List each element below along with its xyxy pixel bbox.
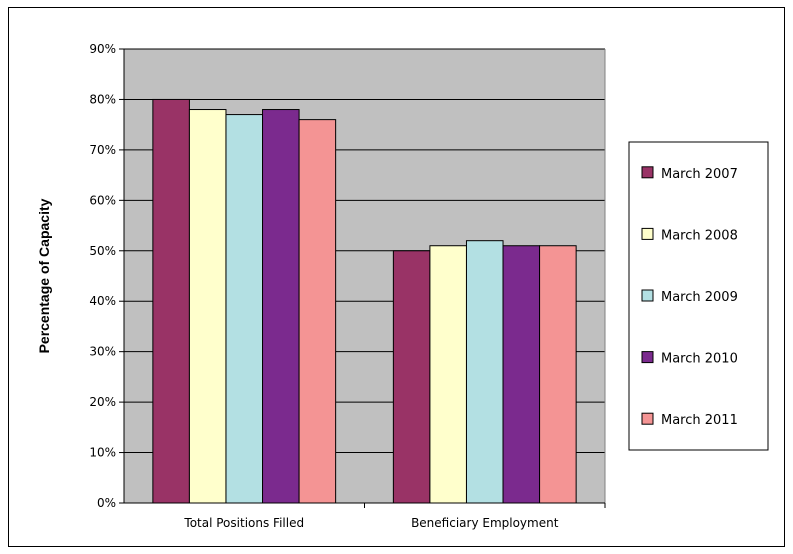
bar [539,245,577,504]
y-tick-label: 60% [89,193,116,207]
bar [298,119,337,504]
y-tick-label: 80% [89,92,116,106]
y-tick-label: 40% [89,294,116,308]
y-tick-label: 30% [89,345,116,359]
y-tick-label: 50% [89,244,116,258]
y-axis-label: Percentage of Capacity [36,198,52,353]
bar [502,245,541,504]
x-axis: Total Positions Filled Beneficiary Employ… [183,516,558,530]
bar [262,109,300,504]
legend-swatch [641,412,654,425]
y-tick-label: 20% [89,395,116,409]
legend-label: March 2007 [661,167,738,182]
legend-label: March 2010 [661,352,738,367]
y-tick-label: 90% [89,42,116,56]
bar [188,109,227,504]
legend-swatch [641,289,654,302]
plot-area [124,48,606,504]
x-tick-label: Beneficiary Employment [411,516,559,530]
bar [392,250,431,504]
legend-swatch [641,166,654,179]
x-tick-label: Total Positions Filled [183,516,304,530]
y-tick-label: 0% [97,496,116,510]
legend: March 2007 March 2008 March 2009 March 2010… [628,141,769,451]
bar [465,240,504,504]
legend-swatch [641,351,654,364]
bar [225,114,264,504]
y-tick-label: 10% [89,446,116,460]
legend-label: March 2008 [661,228,738,243]
y-axis: 0% 10% 20% 30% 40% 50% 60% 70% 80% 90% [89,42,606,510]
legend-label: March 2011 [661,413,738,428]
y-tick-label: 70% [89,143,116,157]
legend-swatch [641,227,654,240]
bar [429,245,467,504]
bar [152,98,190,504]
legend-label: March 2009 [661,290,738,305]
